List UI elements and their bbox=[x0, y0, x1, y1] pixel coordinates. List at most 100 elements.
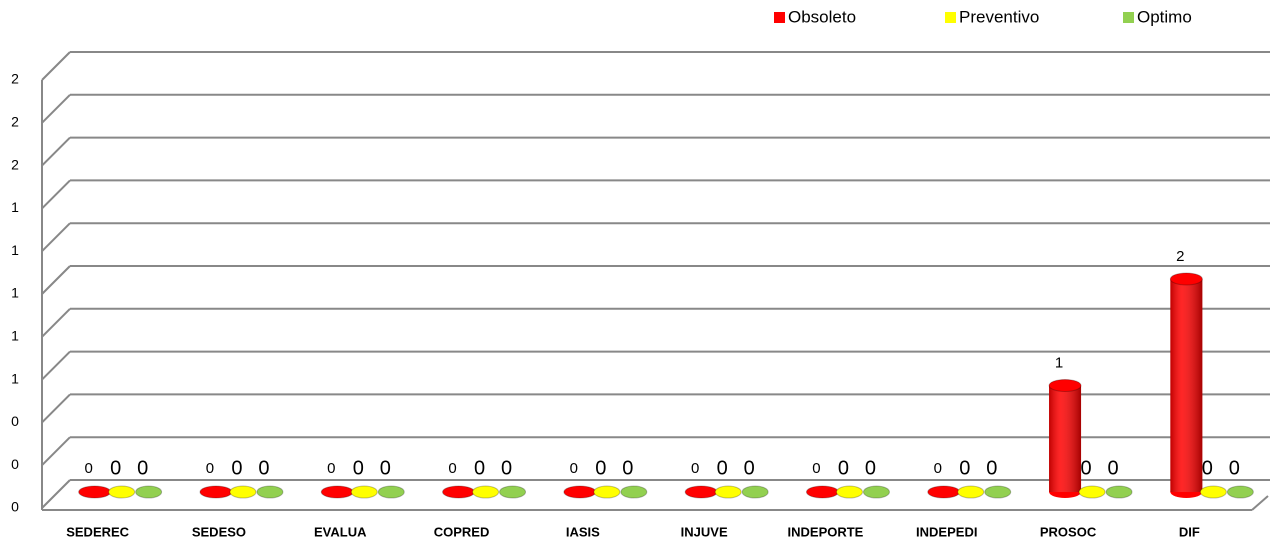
bar bbox=[135, 485, 163, 499]
bar-top bbox=[927, 485, 961, 499]
bar-top bbox=[741, 485, 769, 499]
bar bbox=[1226, 485, 1254, 499]
bar-top bbox=[135, 485, 163, 499]
bar-top bbox=[714, 485, 742, 499]
data-label: 0 bbox=[812, 460, 820, 477]
y-tick-label: 2 bbox=[11, 156, 19, 172]
data-label: 0 bbox=[474, 457, 485, 479]
bar-top bbox=[620, 485, 648, 499]
x-tick-label: INDEPEDI bbox=[916, 524, 977, 539]
bar bbox=[620, 485, 648, 499]
x-tick-label: SEDESO bbox=[192, 524, 246, 539]
bar-top bbox=[78, 485, 112, 499]
data-label: 0 bbox=[959, 457, 970, 479]
bar-top bbox=[835, 485, 863, 499]
data-label: 0 bbox=[986, 457, 997, 479]
bar bbox=[472, 485, 500, 499]
bar bbox=[714, 485, 742, 499]
bar-top bbox=[1169, 272, 1203, 286]
legend-label: Obsoleto bbox=[788, 7, 856, 26]
bar bbox=[1169, 272, 1203, 498]
bar-top bbox=[199, 485, 233, 499]
bar-top bbox=[256, 485, 284, 499]
bar bbox=[229, 485, 257, 499]
bar bbox=[835, 485, 863, 499]
data-label: 0 bbox=[691, 460, 699, 477]
bar-top bbox=[350, 485, 378, 499]
grid-line bbox=[41, 136, 71, 167]
data-label: 0 bbox=[1229, 457, 1240, 479]
bar-top bbox=[1105, 485, 1133, 499]
bar-top bbox=[593, 485, 621, 499]
bar-top bbox=[377, 485, 405, 499]
bar bbox=[78, 485, 112, 499]
data-label: 0 bbox=[258, 457, 269, 479]
grid-line bbox=[41, 436, 71, 466]
bar-top bbox=[1078, 485, 1106, 499]
y-tick-label: 1 bbox=[11, 242, 19, 258]
data-label: 0 bbox=[595, 457, 606, 479]
bar bbox=[442, 485, 476, 499]
data-label: 0 bbox=[501, 457, 512, 479]
bar bbox=[1078, 485, 1106, 499]
bar bbox=[1105, 485, 1133, 499]
bar-top bbox=[442, 485, 476, 499]
bar bbox=[593, 485, 621, 499]
legend-label: Preventivo bbox=[959, 7, 1039, 26]
bar-top bbox=[320, 485, 354, 499]
data-label: 0 bbox=[380, 457, 391, 479]
x-tick-label: INDEPORTE bbox=[788, 524, 864, 539]
bar bbox=[957, 485, 985, 499]
x-tick-label: SEDEREC bbox=[66, 524, 129, 539]
bar bbox=[199, 485, 233, 499]
grid-line bbox=[41, 350, 71, 381]
bar bbox=[1048, 379, 1082, 498]
y-tick-label: 1 bbox=[11, 370, 19, 386]
x-tick-label: INJUVE bbox=[681, 524, 728, 539]
data-label: 0 bbox=[717, 457, 728, 479]
data-label: 0 bbox=[570, 460, 578, 477]
data-label: 0 bbox=[1202, 457, 1213, 479]
bar bbox=[563, 485, 597, 499]
grid-line bbox=[41, 179, 71, 210]
legend-label: Optimo bbox=[1137, 7, 1192, 26]
y-tick-label: 2 bbox=[11, 114, 19, 130]
y-tick-label: 0 bbox=[11, 456, 19, 472]
bar-top bbox=[805, 485, 839, 499]
x-tick-label: PROSOC bbox=[1040, 524, 1097, 539]
bar bbox=[862, 485, 890, 499]
data-label: 0 bbox=[206, 460, 214, 477]
data-label: 0 bbox=[353, 457, 364, 479]
bar-top bbox=[472, 485, 500, 499]
bar bbox=[350, 485, 378, 499]
bar-shade bbox=[1170, 279, 1203, 492]
data-label: 0 bbox=[838, 457, 849, 479]
legend-swatch bbox=[945, 12, 956, 23]
data-label: 0 bbox=[448, 460, 456, 477]
bar bbox=[805, 485, 839, 499]
y-tick-label: 0 bbox=[11, 499, 19, 515]
bar-top bbox=[1226, 485, 1254, 499]
bar-top bbox=[984, 485, 1012, 499]
bar bbox=[927, 485, 961, 499]
y-tick-label: 1 bbox=[11, 328, 19, 344]
bar bbox=[1199, 485, 1227, 499]
bar bbox=[499, 485, 527, 499]
bar-top bbox=[1048, 379, 1082, 392]
bar bbox=[320, 485, 354, 499]
axis-line bbox=[1251, 495, 1269, 511]
bar-top bbox=[957, 485, 985, 499]
data-label: 0 bbox=[137, 457, 148, 479]
y-tick-label: 2 bbox=[11, 71, 19, 87]
data-label: 1 bbox=[1055, 354, 1063, 371]
grid-line bbox=[41, 222, 71, 252]
grid-line bbox=[41, 308, 71, 338]
grid-line bbox=[41, 479, 71, 509]
x-tick-label: IASIS bbox=[566, 524, 600, 539]
bar-top bbox=[229, 485, 257, 499]
data-label: 2 bbox=[1176, 248, 1184, 265]
bar-top bbox=[499, 485, 527, 499]
y-tick-label: 1 bbox=[11, 285, 19, 301]
data-label: 0 bbox=[231, 457, 242, 479]
